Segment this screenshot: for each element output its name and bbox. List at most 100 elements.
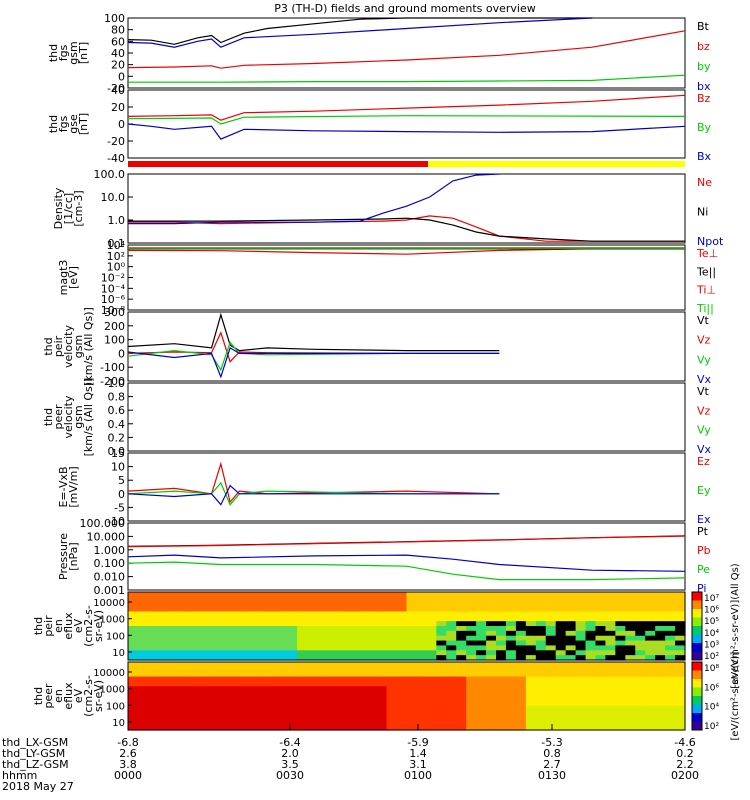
heatmap-cell xyxy=(536,602,547,607)
y-axis-label: [nT] xyxy=(77,42,90,64)
heatmap-cell xyxy=(516,616,527,621)
heatmap-cell xyxy=(416,645,427,650)
heatmap-cell xyxy=(307,720,318,725)
heatmap-cell xyxy=(397,607,408,612)
heatmap-cell xyxy=(397,701,408,706)
legend-Vy: Vy xyxy=(697,424,711,437)
heatmap-cell xyxy=(387,616,398,621)
heatmap-cell xyxy=(138,602,149,607)
heatmap-cell xyxy=(556,696,567,701)
heatmap-cell xyxy=(317,592,328,597)
heatmap-cell xyxy=(367,720,378,725)
heatmap-cell xyxy=(416,641,427,646)
heatmap-cell xyxy=(188,602,199,607)
heatmap-cell xyxy=(476,711,487,716)
heatmap-cell xyxy=(148,626,159,631)
heatmap-cell xyxy=(138,597,149,602)
heatmap-cell xyxy=(237,686,248,691)
y-axis-label: [eV] xyxy=(67,266,80,289)
heatmap-cell xyxy=(486,597,497,602)
heatmap-cell xyxy=(456,667,467,672)
heatmap-cell xyxy=(297,636,308,641)
heatmap-cell xyxy=(257,592,268,597)
heatmap-cell xyxy=(287,720,298,725)
heatmap-cell xyxy=(377,706,388,711)
heatmap-cell xyxy=(297,641,308,646)
heatmap-cell xyxy=(287,691,298,696)
heatmap-cell xyxy=(168,592,179,597)
heatmap-cell xyxy=(416,602,427,607)
heatmap-cell xyxy=(237,667,248,672)
heatmap-cell xyxy=(615,607,626,612)
heatmap-cell xyxy=(178,686,189,691)
heatmap-cell xyxy=(476,611,487,616)
heatmap-cell xyxy=(397,616,408,621)
heatmap-cell xyxy=(317,645,328,650)
heatmap-cell xyxy=(516,602,527,607)
heatmap-cell xyxy=(407,667,418,672)
heatmap-cell xyxy=(307,602,318,607)
heatmap-cell xyxy=(526,672,537,677)
heatmap-cell xyxy=(178,650,189,655)
heatmap-cell xyxy=(287,672,298,677)
heatmap-cell xyxy=(168,681,179,686)
heatmap-cell xyxy=(416,711,427,716)
heatmap-cell xyxy=(556,631,567,636)
heatmap-cell xyxy=(237,706,248,711)
heatmap-cell xyxy=(407,662,418,667)
heatmap-cell xyxy=(168,636,179,641)
heatmap-cell xyxy=(615,701,626,706)
heatmap-cell xyxy=(645,641,656,646)
heatmap-cell xyxy=(416,701,427,706)
heatmap-cell xyxy=(267,706,278,711)
heatmap-cell xyxy=(188,711,199,716)
heatmap-cell xyxy=(198,715,209,720)
heatmap-cell xyxy=(566,667,577,672)
heatmap-cell xyxy=(237,650,248,655)
heatmap-cell xyxy=(546,631,557,636)
heatmap-cell xyxy=(188,621,199,626)
heatmap-cell xyxy=(198,645,209,650)
heatmap-cell xyxy=(645,677,656,682)
heatmap-cell xyxy=(566,691,577,696)
heatmap-cell xyxy=(526,636,537,641)
heatmap-cell xyxy=(436,686,447,691)
heatmap-cell xyxy=(337,672,348,677)
heatmap-cell xyxy=(387,645,398,650)
heatmap-cell xyxy=(595,711,606,716)
heatmap-cell xyxy=(347,650,358,655)
heatmap-cell xyxy=(526,681,537,686)
heatmap-cell xyxy=(397,696,408,701)
heatmap-cell xyxy=(227,681,238,686)
heatmap-cell xyxy=(317,641,328,646)
y-tick-label: 100.0 xyxy=(94,168,126,181)
heatmap-cell xyxy=(556,701,567,706)
heatmap-cell xyxy=(675,677,686,682)
heatmap-cell xyxy=(158,645,169,650)
heatmap-cell xyxy=(317,706,328,711)
heatmap-cell xyxy=(675,696,686,701)
heatmap-cell xyxy=(337,602,348,607)
heatmap-cell xyxy=(158,602,169,607)
heatmap-cell xyxy=(387,621,398,626)
heatmap-cell xyxy=(237,592,248,597)
heatmap-cell xyxy=(576,686,587,691)
heatmap-cell xyxy=(625,636,636,641)
heatmap-cell xyxy=(267,626,278,631)
heatmap-cell xyxy=(446,636,457,641)
heatmap-cell xyxy=(277,626,288,631)
heatmap-cell xyxy=(307,667,318,672)
heatmap-cell xyxy=(387,607,398,612)
heatmap-cell xyxy=(486,607,497,612)
heatmap-cell xyxy=(536,621,547,626)
y-tick-label: 10.000 xyxy=(87,530,126,543)
heatmap-cell xyxy=(675,720,686,725)
heatmap-cell xyxy=(377,677,388,682)
heatmap-cell xyxy=(188,616,199,621)
heatmap-cell xyxy=(675,667,686,672)
heatmap-cell xyxy=(337,706,348,711)
heatmap-cell xyxy=(486,686,497,691)
colorbar-tick-label: 10⁵ xyxy=(704,617,719,627)
heatmap-cell xyxy=(387,681,398,686)
y-tick-label: -5 xyxy=(114,501,125,514)
